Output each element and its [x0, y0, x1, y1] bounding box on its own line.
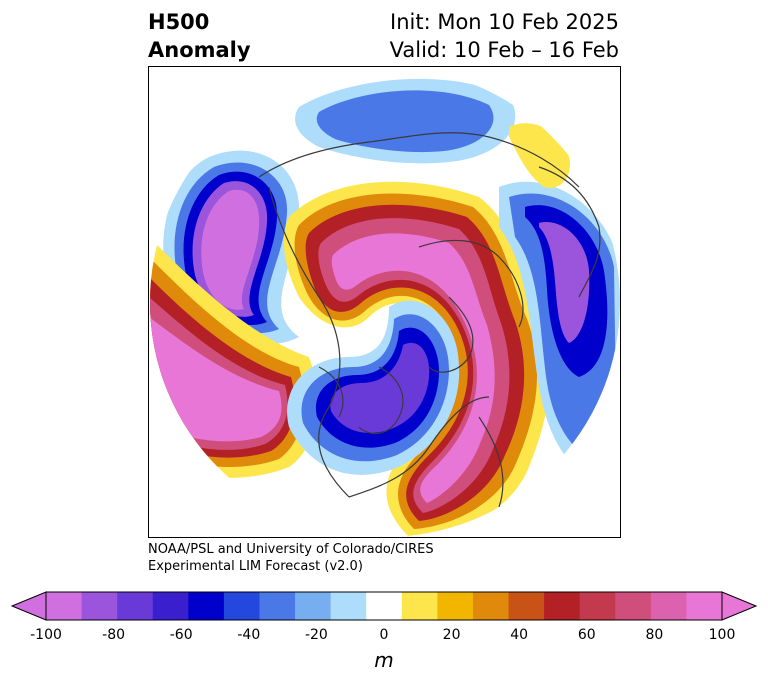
colorbar-tick-label: 0 [379, 627, 389, 643]
title-field: Anomaly [148, 38, 251, 62]
colorbar-tick-label: -60 [169, 627, 193, 643]
init-date: Init: Mon 10 Feb 2025 [390, 10, 619, 34]
west-ridge [150, 237, 318, 478]
central-ridge [283, 181, 550, 537]
colorbar-segment [579, 592, 616, 620]
colorbar-segment [650, 592, 687, 620]
colorbar-tick-label: 60 [577, 627, 596, 643]
colorbar-segment [223, 592, 260, 620]
colorbar [10, 591, 758, 621]
colorbar-segment [46, 592, 83, 620]
colorbar-segment [152, 592, 189, 620]
colorbar-segment [81, 592, 118, 620]
credit-line-1: NOAA/PSL and University of Colorado/CIRE… [148, 542, 434, 557]
colorbar-segment [544, 592, 581, 620]
colorbar-tick-label: 40 [510, 627, 529, 643]
colorbar-extend-high [721, 591, 758, 621]
colorbar-segment [295, 592, 332, 620]
colorbar-segment [117, 592, 154, 620]
colorbar-segment [686, 592, 723, 620]
colorbar-segment [401, 592, 438, 620]
chart-title-right: Init: Mon 10 Feb 2025 Valid: 10 Feb – 16… [390, 8, 619, 64]
colorbar-tick-label: 80 [645, 627, 664, 643]
title-variable: H500 [148, 10, 210, 34]
colorbar-tick-label: 100 [708, 627, 736, 643]
colorbar-segment [615, 592, 652, 620]
colorbar-unit: m [374, 648, 394, 672]
colorbar-segment [330, 592, 367, 620]
chart-title-left: H500 Anomaly [148, 8, 251, 64]
colorbar-extend-low [10, 591, 47, 621]
north-trough [295, 78, 516, 164]
colorbar-frame [45, 591, 723, 621]
colorbar-segment [508, 592, 545, 620]
colorbar-tick-label: 20 [442, 627, 461, 643]
colorbar-segment [188, 592, 225, 620]
colorbar-tick-label: -100 [30, 627, 62, 643]
anomaly-map-svg [150, 78, 620, 537]
northeast-ridge [509, 123, 570, 188]
colorbar-segment [366, 592, 403, 620]
polar-map [148, 66, 621, 538]
central-trough [287, 300, 460, 475]
colorbar-tick-label: -40 [237, 627, 261, 643]
colorbar-tick-label: -80 [102, 627, 126, 643]
credit-text: NOAA/PSL and University of Colorado/CIRE… [148, 541, 434, 575]
colorbar-segment [437, 592, 474, 620]
east-trough [499, 181, 620, 487]
colorbar-segment [472, 592, 510, 620]
colorbar-segment [259, 592, 296, 620]
colorbar-segments [10, 591, 758, 621]
colorbar-tick-label: -20 [304, 627, 328, 643]
credit-line-2: Experimental LIM Forecast (v2.0) [148, 559, 363, 574]
valid-range: Valid: 10 Feb – 16 Feb [389, 38, 619, 62]
